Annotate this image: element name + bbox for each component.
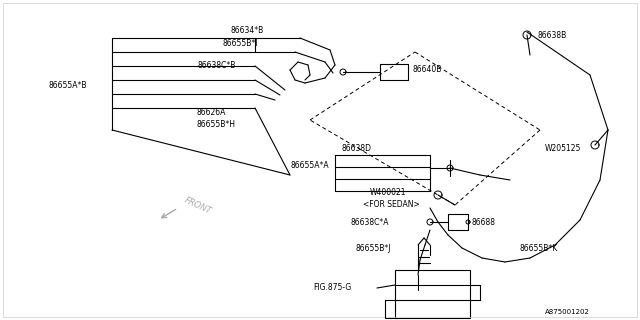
Text: 86655B*K: 86655B*K	[520, 244, 558, 252]
Text: 86638B: 86638B	[538, 30, 567, 39]
Text: 86655A*A: 86655A*A	[290, 161, 328, 170]
Text: FIG.875-G: FIG.875-G	[313, 284, 351, 292]
Text: W205125: W205125	[545, 143, 581, 153]
Text: FRONT: FRONT	[183, 196, 213, 216]
Text: 86655A*B: 86655A*B	[48, 81, 86, 90]
Text: 86638C*A: 86638C*A	[350, 218, 388, 227]
Text: 86655B*J: 86655B*J	[355, 244, 390, 252]
Text: 86638C*B: 86638C*B	[197, 60, 236, 69]
Text: 86688: 86688	[471, 218, 495, 227]
Bar	[395, 270, 470, 318]
Text: A875001202: A875001202	[545, 309, 590, 315]
Text: 86638D: 86638D	[341, 143, 371, 153]
Text: W400021: W400021	[370, 188, 406, 196]
Text: <FOR SEDAN>: <FOR SEDAN>	[363, 199, 420, 209]
Text: 86626A: 86626A	[196, 108, 225, 116]
Text: 86640B: 86640B	[412, 65, 442, 74]
Text: 86655B*I: 86655B*I	[222, 38, 257, 47]
Text: 86655B*H: 86655B*H	[196, 119, 235, 129]
Text: 86634*B: 86634*B	[230, 26, 263, 35]
